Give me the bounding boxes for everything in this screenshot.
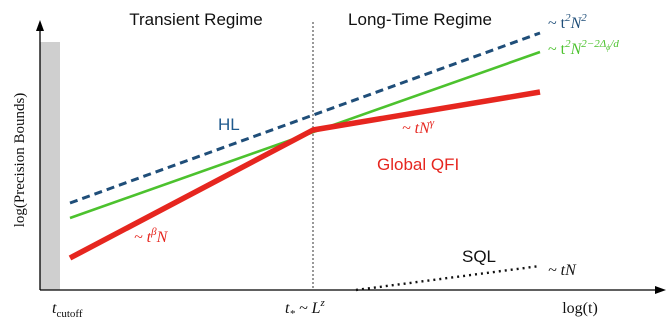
- long-time-regime-title: Long-Time Regime: [348, 10, 492, 29]
- sql-label: SQL: [462, 247, 496, 266]
- sql-scaling-label: ~ tN: [548, 262, 577, 279]
- y-axis-label: log(Precision Bounds): [12, 93, 28, 228]
- t-star-label: t* ~ Lz: [285, 297, 326, 320]
- global-qfi-line: [68, 89, 541, 261]
- x-axis-arrow-icon: [655, 286, 666, 294]
- t-cutoff-label: tcutoff: [52, 300, 83, 320]
- transient-regime-title: Transient Regime: [129, 10, 263, 29]
- hl-scaling-label: ~ t2N2: [548, 12, 587, 32]
- green-scaling-label: ~ t2N2−2Δϕ/d: [548, 38, 619, 58]
- hl-label: HL: [218, 115, 240, 134]
- qfi-short-scaling-label: ~ tβN: [134, 226, 169, 246]
- sql-line: [355, 264, 541, 292]
- hl-line: [69, 31, 541, 205]
- x-axis-label: log(t): [562, 300, 598, 317]
- y-axis-arrow-icon: [36, 20, 44, 31]
- qfi-long-scaling-label: ~ tNγ: [402, 117, 435, 137]
- global-qfi-label: Global QFI: [377, 155, 459, 174]
- cutoff-band: [40, 42, 60, 290]
